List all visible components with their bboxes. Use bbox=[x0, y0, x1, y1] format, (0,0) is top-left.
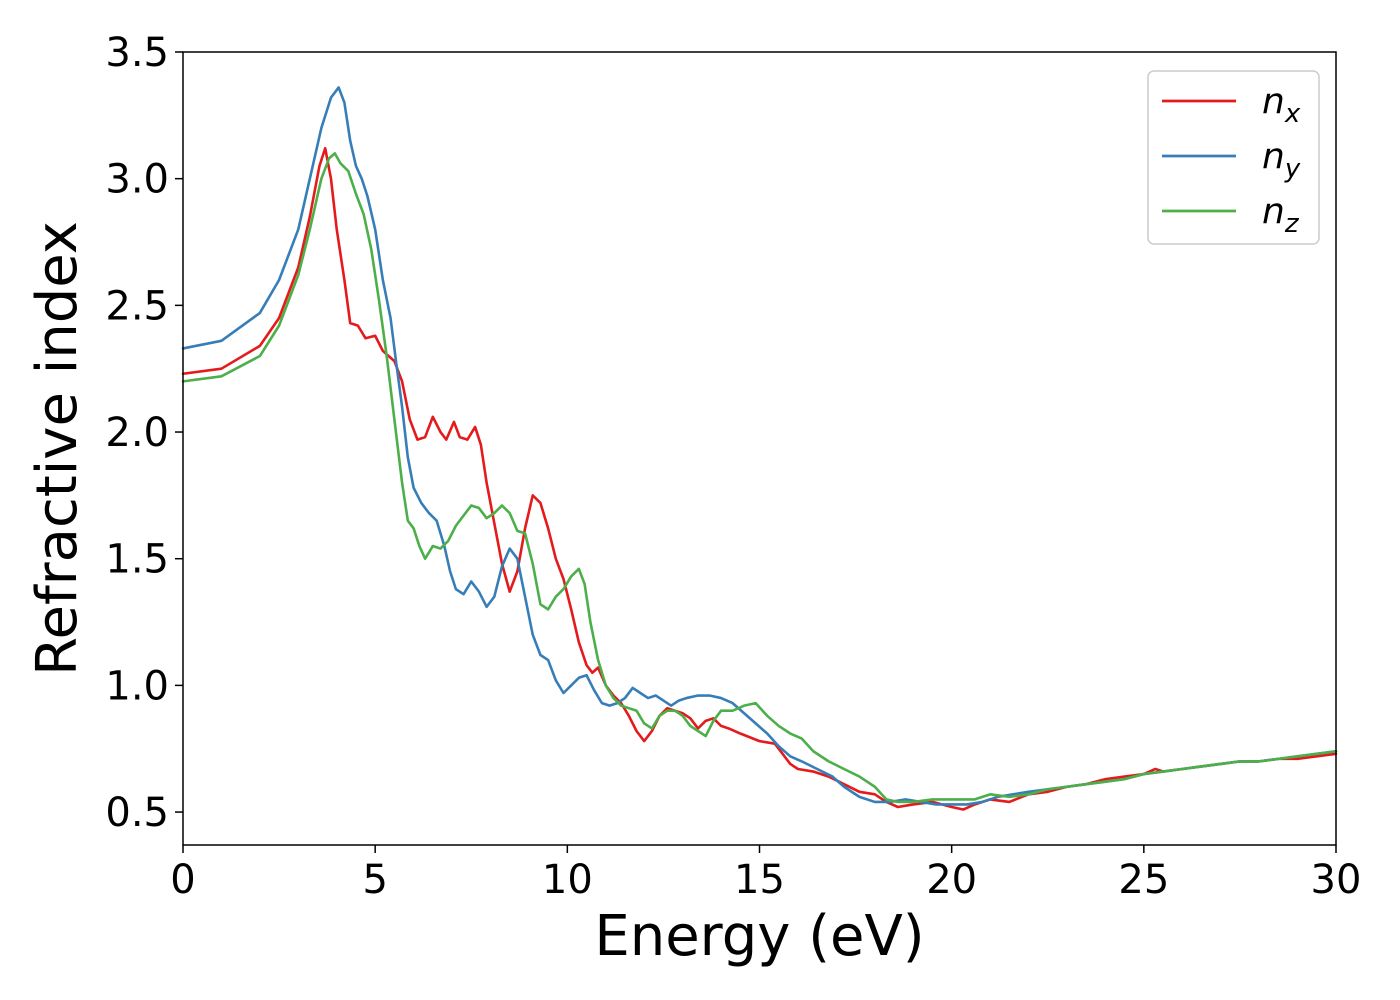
series-line-ny bbox=[181, 86, 1338, 806]
series-layer bbox=[181, 86, 1338, 811]
y-tick-label: 3.0 bbox=[105, 157, 169, 203]
y-tick-label: 1.0 bbox=[105, 663, 169, 709]
legend-label-nz: nz bbox=[1262, 191, 1300, 239]
x-tick-label: 0 bbox=[170, 857, 195, 903]
y-tick-label: 2.5 bbox=[105, 283, 169, 329]
x-tick-label: 10 bbox=[542, 857, 593, 903]
x-tick-label: 5 bbox=[362, 857, 387, 903]
legend-box bbox=[1147, 70, 1320, 245]
y-tick-label: 1.5 bbox=[105, 537, 169, 583]
y-axis-label: Refractive index bbox=[25, 221, 90, 676]
y-axis: 0.5 1.0 1.5 2.0 2.5 3.0 3.5 bbox=[105, 30, 183, 836]
x-axis: 0 5 10 15 20 25 30 bbox=[170, 845, 1361, 903]
legend-label-nx: nx bbox=[1262, 81, 1301, 129]
x-tick-label: 20 bbox=[926, 857, 977, 903]
series-line-nz bbox=[181, 152, 1338, 804]
y-tick-label: 0.5 bbox=[105, 790, 169, 836]
y-tick-label: 2.0 bbox=[105, 410, 169, 456]
legend: nx ny nz bbox=[1147, 70, 1320, 245]
y-tick-label: 3.5 bbox=[105, 30, 169, 76]
x-tick-label: 15 bbox=[734, 857, 785, 903]
series-line-nx bbox=[181, 146, 1338, 811]
x-tick-label: 30 bbox=[1311, 857, 1362, 903]
x-tick-label: 25 bbox=[1118, 857, 1169, 903]
x-axis-label: Energy (eV) bbox=[594, 904, 924, 969]
legend-label-ny: ny bbox=[1262, 136, 1301, 184]
